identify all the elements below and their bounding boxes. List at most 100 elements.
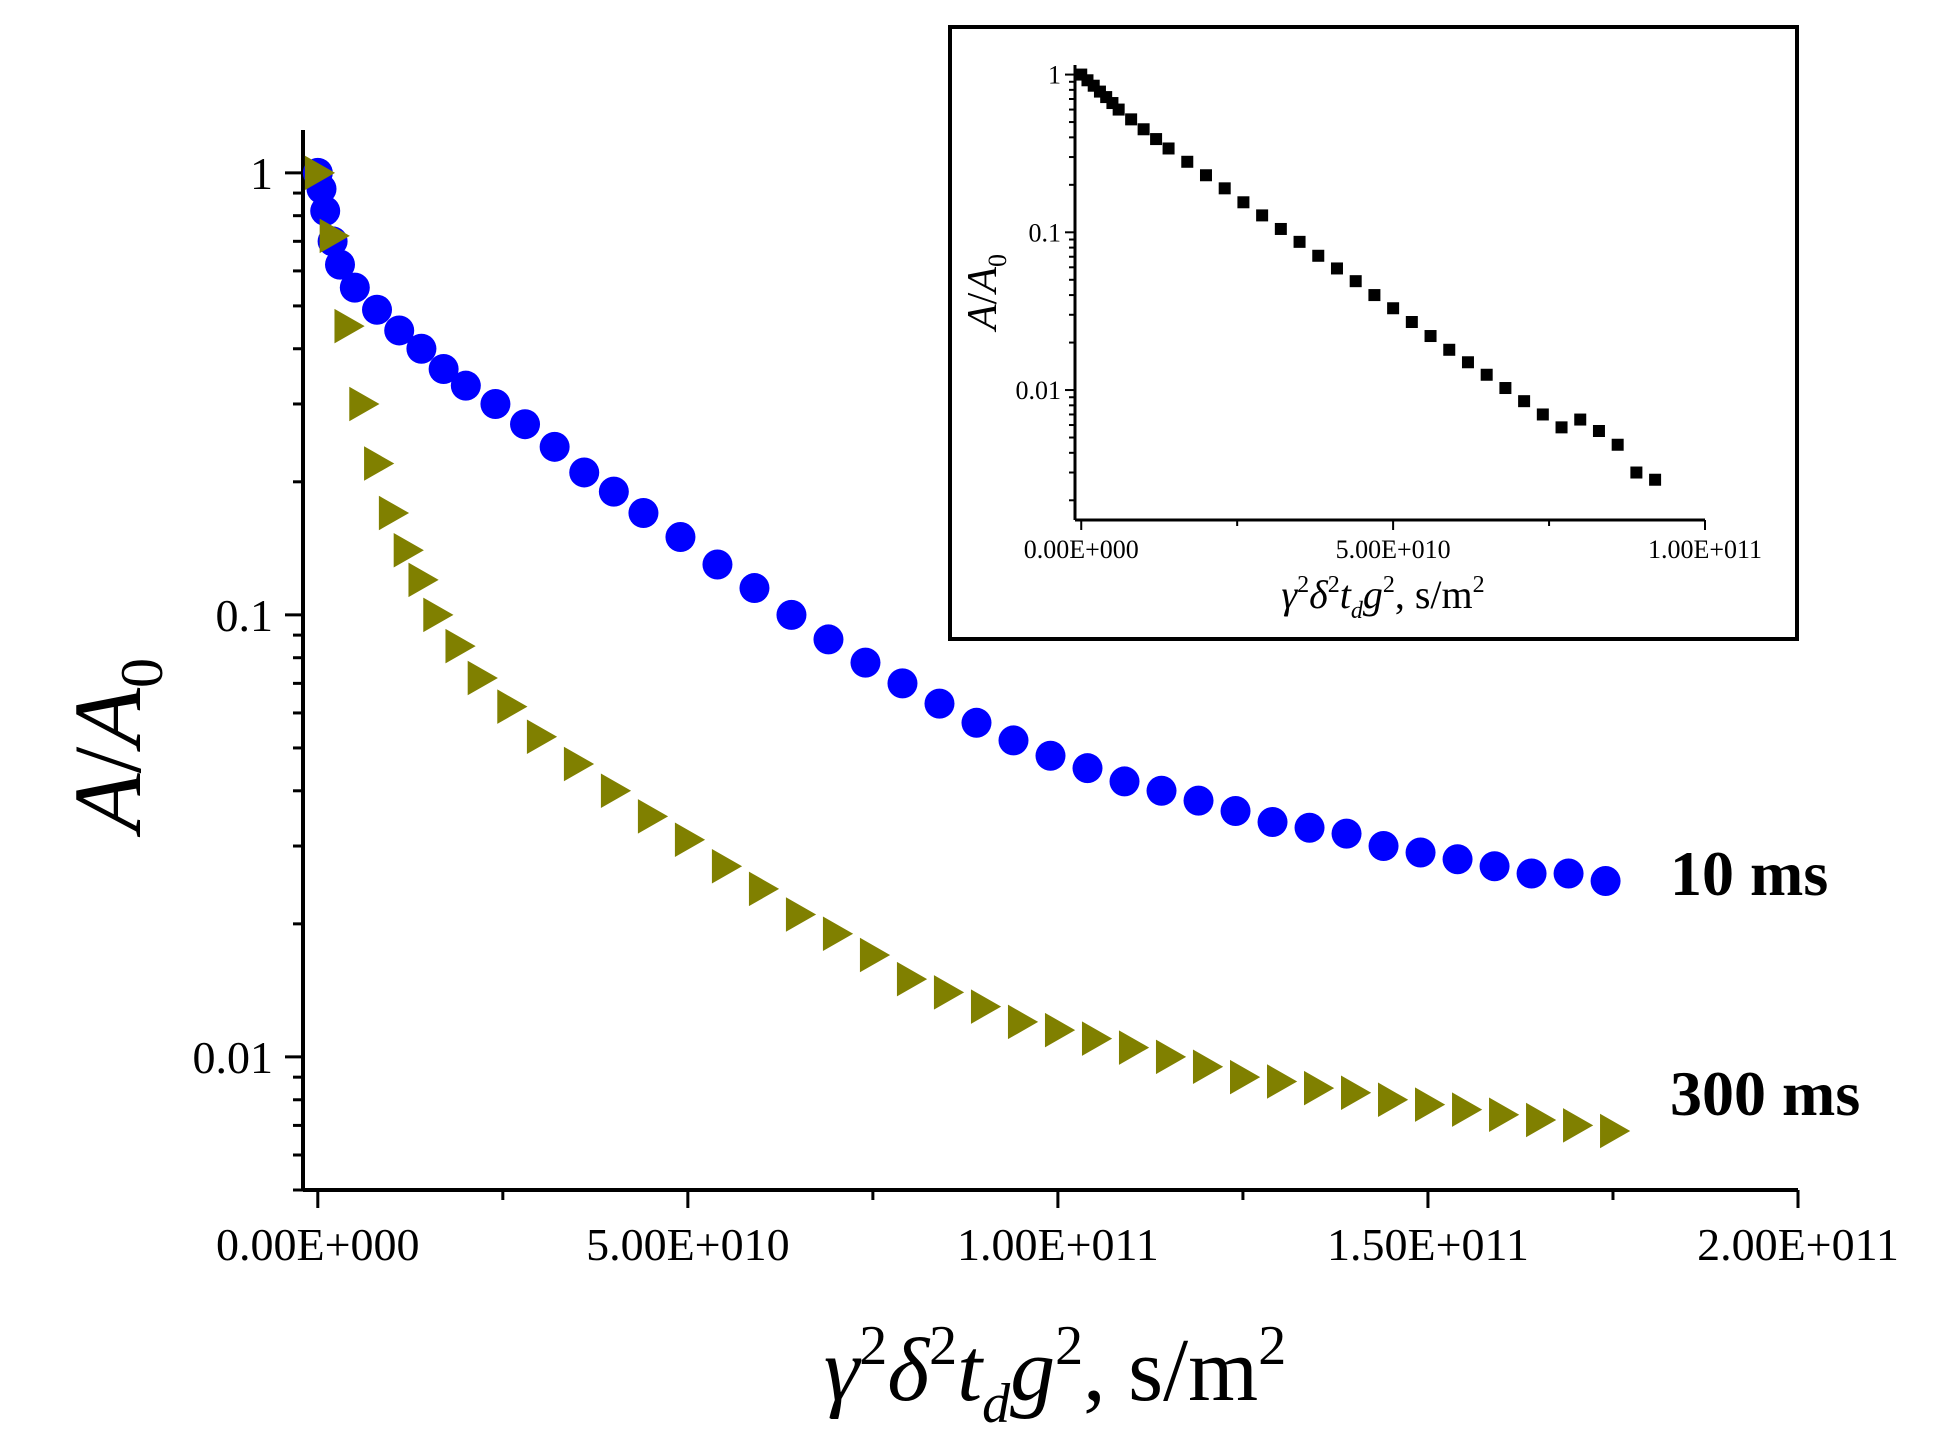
data-point-10-ms (850, 647, 881, 678)
data-point-300-ms (408, 562, 439, 598)
data-point-10-ms (1331, 818, 1362, 849)
data-point-300-ms (600, 773, 632, 809)
data-point-300-ms (497, 689, 528, 724)
data-point-300-ms (1192, 1049, 1224, 1085)
data-point-10-ms (1072, 753, 1103, 784)
x-tick-label: 5.00E+010 (586, 1219, 790, 1270)
inset-data-marks (1075, 68, 1662, 486)
data-point-300-ms (1600, 1113, 1631, 1149)
data-point-10-ms (1035, 740, 1066, 771)
main-data-marks (302, 155, 1631, 1149)
data-point-300-ms (859, 937, 891, 973)
data-point-300-ms (319, 218, 350, 254)
x-tick-label: 1.00E+011 (957, 1219, 1159, 1270)
data-point-300-ms (467, 660, 498, 696)
data-point-300-ms (1341, 1075, 1372, 1110)
data-point-inset (1181, 155, 1194, 168)
data-point-10-ms (739, 573, 770, 604)
y-tick-label: 0.01 (1016, 376, 1062, 405)
data-point-10-ms (998, 725, 1029, 756)
data-point-300-ms (1452, 1092, 1483, 1127)
data-point-300-ms (1155, 1039, 1187, 1075)
data-point-inset (1555, 421, 1568, 434)
data-point-10-ms (887, 668, 918, 699)
x-tick-label: 1.50E+011 (1327, 1219, 1529, 1270)
data-point-inset (1349, 275, 1362, 288)
data-point-300-ms (1526, 1102, 1557, 1138)
data-point-300-ms (1118, 1030, 1150, 1065)
data-point-10-ms (1257, 806, 1288, 837)
data-point-10-ms (1109, 766, 1140, 797)
data-point-10-ms (1479, 851, 1510, 882)
y-tick-label: 0.1 (216, 590, 274, 641)
data-point-10-ms (339, 272, 370, 303)
data-point-inset (1387, 302, 1400, 315)
data-point-300-ms (1044, 1012, 1076, 1048)
main-chart: 0.00E+000 5.00E+010 1.00E+011 1.50E+011 2.00… (54, 130, 1899, 1435)
data-point-inset (1630, 466, 1643, 479)
inset-chart: 0.00E+000 5.00E+010 1.00E+011 0.01 0.1 1 γ2δ2… (948, 25, 1799, 641)
data-point-10-ms (539, 431, 570, 462)
data-point-inset (1256, 209, 1269, 222)
data-point-10-ms (362, 294, 393, 325)
data-point-10-ms (813, 624, 844, 655)
data-point-300-ms (896, 961, 928, 997)
data-point-300-ms (378, 495, 410, 531)
inset-axes (1065, 65, 1706, 530)
data-point-10-ms (1146, 775, 1177, 806)
data-point-10-ms (480, 388, 511, 419)
data-point-inset (1611, 438, 1624, 451)
data-point-10-ms (702, 549, 733, 580)
data-point-inset (1461, 356, 1474, 369)
data-point-inset (1312, 249, 1325, 262)
data-point-300-ms (674, 822, 706, 857)
data-point-300-ms (933, 975, 965, 1010)
series-label-300ms: 300 ms (1670, 1058, 1860, 1129)
data-point-300-ms (1266, 1064, 1298, 1099)
data-point-300-ms (1303, 1070, 1335, 1106)
y-tick-label: 0.01 (193, 1032, 274, 1083)
data-point-10-ms (384, 315, 415, 346)
data-point-300-ms (393, 533, 424, 568)
data-point-300-ms (748, 871, 780, 907)
data-point-10-ms (1294, 812, 1325, 843)
data-point-300-ms (785, 897, 817, 932)
inset-y-axis-label: A/A0 (960, 254, 1012, 333)
data-point-10-ms (776, 599, 807, 630)
data-point-inset (1518, 395, 1531, 408)
data-point-inset (1480, 368, 1493, 381)
data-point-10-ms (1590, 866, 1621, 897)
data-point-300-ms (349, 386, 380, 422)
y-tick-label: 0.1 (1029, 218, 1062, 247)
data-point-300-ms (445, 628, 476, 664)
data-point-inset (1125, 113, 1138, 126)
data-point-inset (1574, 413, 1587, 426)
data-point-300-ms (334, 308, 365, 344)
data-point-10-ms (1183, 785, 1214, 816)
data-point-300-ms (1081, 1021, 1113, 1056)
data-point-inset (1274, 222, 1287, 235)
data-point-300-ms (1563, 1108, 1594, 1143)
data-point-300-ms (423, 597, 454, 633)
data-point-inset (1137, 123, 1150, 136)
data-point-300-ms (1378, 1082, 1409, 1118)
data-point-inset (1405, 316, 1418, 329)
data-point-10-ms (1553, 858, 1584, 889)
x-tick-label: 0.00E+000 (216, 1219, 420, 1270)
data-point-inset (1293, 235, 1306, 248)
main-axes (285, 130, 1800, 1208)
data-point-inset (1237, 196, 1250, 209)
data-point-10-ms (598, 476, 629, 507)
data-point-300-ms (637, 799, 669, 834)
data-point-300-ms (1229, 1059, 1261, 1095)
data-point-10-ms (1220, 796, 1251, 827)
data-point-inset (1199, 169, 1212, 182)
data-point-10-ms (1516, 858, 1547, 889)
data-point-inset (1330, 262, 1343, 275)
data-point-10-ms (406, 333, 437, 364)
inset-tick-labels: 0.00E+000 5.00E+010 1.00E+011 0.01 0.1 1 (1016, 61, 1763, 564)
data-point-inset (1536, 408, 1549, 421)
data-point-10-ms (569, 457, 600, 488)
x-tick-label: 2.00E+011 (1697, 1219, 1899, 1270)
